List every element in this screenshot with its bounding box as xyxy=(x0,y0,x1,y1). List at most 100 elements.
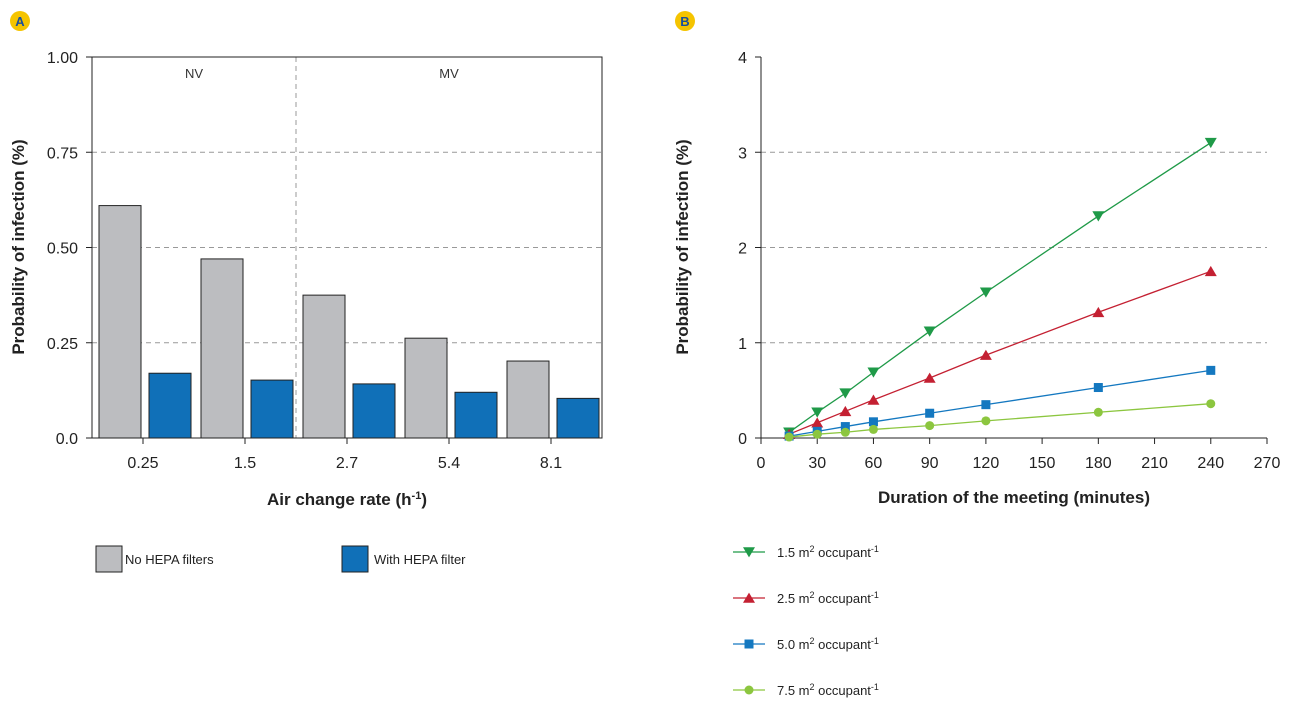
panel-a-bars xyxy=(98,205,600,439)
bar-with-hepa xyxy=(352,383,396,439)
series-point xyxy=(839,405,852,417)
panel-b-badge-circle xyxy=(675,11,695,31)
panel-b-x-tick-label: 30 xyxy=(808,455,826,472)
panel-b-grid xyxy=(761,151,1267,344)
panel-a-x-axis-title: Air change rate (h-1) xyxy=(267,490,427,509)
panel-a-y-axis-title: Probability of infection (%) xyxy=(9,139,28,354)
bar-no-hepa xyxy=(200,258,244,439)
panel-a-badge: A xyxy=(10,11,30,31)
series-line xyxy=(788,142,1212,433)
series-point xyxy=(979,349,992,360)
series-point xyxy=(1093,407,1103,417)
panel-b-x-tick-label: 180 xyxy=(1085,455,1112,472)
bar-no-hepa xyxy=(98,205,142,439)
panel-b-y-tick-label: 3 xyxy=(738,145,747,162)
panel-b-y-tick-label: 4 xyxy=(738,50,747,67)
panel-b-x-tick-label: 210 xyxy=(1141,455,1168,472)
series-point xyxy=(979,287,992,298)
bar-no-hepa xyxy=(404,337,448,439)
series-point xyxy=(981,400,991,410)
series-point xyxy=(1206,365,1216,375)
series-line xyxy=(789,369,1211,437)
panel-b-x-tick-label: 120 xyxy=(973,455,1000,472)
panel-b-series xyxy=(783,137,1217,442)
series-point xyxy=(925,408,935,418)
bar-with-hepa xyxy=(148,372,192,439)
legend-label: 7.5 m2 occupant-1 xyxy=(777,682,879,698)
panel-a-badge-circle xyxy=(10,11,30,31)
series-point xyxy=(784,432,794,442)
panel-a-y-tick-label: 0.50 xyxy=(47,241,78,258)
panel-a-x-ticks: 0.25 1.5 2.7 5.4 8.1 xyxy=(127,438,562,472)
series-point xyxy=(925,421,935,431)
legend-entry-2: 2.5 m2 occupant-1 xyxy=(733,590,879,606)
panel-a-regions: NV MV xyxy=(185,57,459,438)
series-point xyxy=(867,367,880,378)
bar-no-hepa xyxy=(302,294,346,439)
panel-b-legend: 1.5 m2 occupant-1 2.5 m2 occupant-1 5.0 m2… xyxy=(733,544,879,698)
legend-label-no-hepa: No HEPA filters xyxy=(125,552,214,567)
panel-a-letter: A xyxy=(15,14,25,29)
panel-b-x-tick-label: 150 xyxy=(1029,455,1056,472)
series-4 xyxy=(784,399,1216,442)
bar-with-hepa xyxy=(250,379,294,439)
series-point xyxy=(811,407,824,418)
panel-b-x-axis-title: Duration of the meeting (minutes) xyxy=(878,488,1150,507)
series-point xyxy=(839,388,852,399)
panel-b-y-tick-label: 1 xyxy=(738,336,747,353)
series-point xyxy=(840,422,850,432)
panel-b-letter: B xyxy=(680,14,689,29)
legend-label: 1.5 m2 occupant-1 xyxy=(777,544,879,560)
series-point xyxy=(868,424,878,434)
legend-entry-1: 1.5 m2 occupant-1 xyxy=(733,544,879,560)
panel-b-x-tick-label: 60 xyxy=(865,455,883,472)
series-point xyxy=(811,417,824,428)
legend-label-with-hepa: With HEPA filter xyxy=(374,552,466,567)
series-point xyxy=(1204,137,1217,149)
panel-a-region-label: MV xyxy=(439,66,459,81)
panel-a-x-tick-label: 1.5 xyxy=(234,455,256,472)
series-point xyxy=(840,427,850,437)
series-point xyxy=(867,394,880,405)
bar-no-hepa xyxy=(506,360,550,439)
panel-a: A 0.0 0.25 0.50 0.75 1.00 0.25 1.5 2.7 5.4 8.1 N… xyxy=(9,11,603,573)
series-2 xyxy=(783,265,1217,439)
panel-b-x-tick-label: 270 xyxy=(1254,455,1281,472)
legend-marker xyxy=(743,592,755,603)
series-point xyxy=(1093,383,1103,393)
panel-a-legend: No HEPA filters With HEPA filter xyxy=(95,545,466,573)
series-line xyxy=(788,270,1212,435)
series-3 xyxy=(784,365,1216,441)
panel-b-badge: B xyxy=(675,11,695,31)
panel-b-y-ticks: 0 1 2 3 4 xyxy=(738,50,761,448)
series-point xyxy=(812,429,822,439)
series-point xyxy=(923,372,936,383)
panel-a-x-tick-label: 5.4 xyxy=(438,455,460,472)
panel-a-region-label: NV xyxy=(185,66,203,81)
legend-marker xyxy=(743,547,755,558)
panel-b-y-axis-title: Probability of infection (%) xyxy=(673,139,692,354)
series-point xyxy=(1092,211,1105,222)
legend-label: 5.0 m2 occupant-1 xyxy=(777,636,879,652)
series-point xyxy=(1204,265,1217,277)
bar-with-hepa xyxy=(454,391,498,439)
series-point xyxy=(1206,399,1216,409)
panel-b-x-tick-label: 0 xyxy=(757,455,766,472)
panel-a-x-tick-label: 8.1 xyxy=(540,455,562,472)
series-1 xyxy=(783,137,1217,438)
series-point xyxy=(923,326,936,337)
series-point xyxy=(868,417,878,427)
panel-b-y-tick-label: 2 xyxy=(738,241,747,258)
panel-b: B 0 1 2 3 4 0 30 60 90 120 150 180 210 240 270 Durati… xyxy=(673,11,1280,698)
series-point xyxy=(1092,306,1105,318)
panel-a-y-tick-label: 1.00 xyxy=(47,50,78,67)
panel-b-x-tick-label: 240 xyxy=(1197,455,1224,472)
legend-label: 2.5 m2 occupant-1 xyxy=(777,590,879,606)
panel-b-x-ticks: 0 30 60 90 120 150 180 210 240 270 xyxy=(757,438,1281,472)
panel-a-y-tick-label: 0.25 xyxy=(47,336,78,353)
panel-a-plot-frame xyxy=(91,56,603,439)
panel-a-x-tick-label: 0.25 xyxy=(127,455,158,472)
legend-entry-4: 7.5 m2 occupant-1 xyxy=(733,682,879,698)
bar-with-hepa xyxy=(556,397,600,439)
panel-a-y-ticks: 0.0 0.25 0.50 0.75 1.00 xyxy=(47,50,92,448)
